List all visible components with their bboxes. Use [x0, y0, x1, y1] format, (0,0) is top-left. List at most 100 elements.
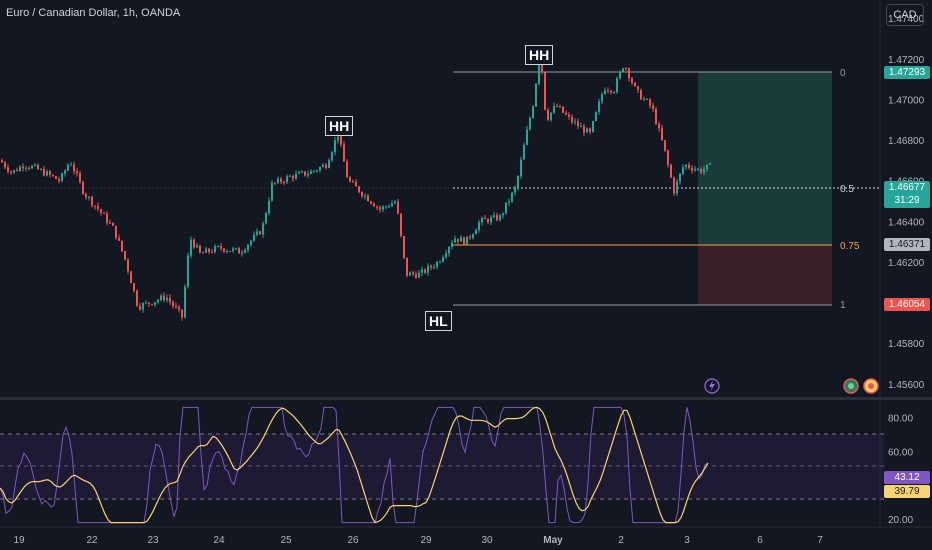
candle-body — [511, 192, 513, 202]
candle-body — [55, 176, 57, 180]
candle-body — [631, 78, 633, 83]
candle-body — [67, 164, 69, 171]
candle-body — [565, 112, 567, 115]
candle-body — [283, 181, 285, 183]
candle-body — [391, 203, 393, 207]
candle-body — [559, 106, 561, 108]
candle-body — [373, 203, 375, 207]
candle-body — [223, 248, 225, 252]
price-axis-tick: 1.45600 — [888, 380, 925, 391]
candle-body — [91, 196, 93, 206]
candle-body — [664, 140, 666, 151]
candlestick-series — [1, 56, 711, 321]
candle-body — [97, 205, 99, 210]
candle-body — [658, 123, 660, 129]
price-axis-tick: 1.46400 — [888, 217, 925, 228]
candle-body — [376, 206, 378, 208]
candle-body — [217, 246, 219, 248]
candle-body — [535, 83, 537, 107]
candle-body — [307, 174, 309, 176]
candle-body — [703, 169, 705, 173]
candle-body — [394, 201, 396, 204]
candle-body — [142, 303, 144, 310]
candle-body — [667, 150, 669, 165]
candle-body — [229, 250, 231, 252]
candle-body — [634, 82, 636, 87]
candle-body — [379, 207, 381, 210]
candle-body — [709, 163, 711, 165]
time-axis-tick: 23 — [147, 535, 159, 546]
candle-body — [175, 305, 177, 308]
candle-body — [271, 182, 273, 201]
candle-body — [439, 261, 441, 263]
candle-body — [157, 299, 159, 303]
annotation-hl[interactable]: HL — [425, 311, 452, 331]
candle-body — [334, 140, 336, 153]
candle-body — [214, 246, 216, 253]
candle-body — [502, 213, 504, 216]
candle-body — [127, 259, 129, 272]
candle-body — [172, 301, 174, 306]
candle-body — [361, 192, 363, 197]
candle-body — [652, 105, 654, 110]
candle-body — [397, 201, 399, 214]
candle-body — [619, 71, 621, 79]
candle-body — [22, 166, 24, 169]
candle-body — [649, 99, 651, 106]
annotation-hh-1[interactable]: HH — [325, 116, 354, 136]
candle-body — [130, 271, 132, 284]
candle-body — [592, 120, 594, 132]
candle-body — [220, 246, 222, 249]
candle-body — [190, 239, 192, 256]
candle-body — [349, 177, 351, 182]
earnings-icon[interactable] — [843, 378, 859, 394]
time-axis-tick: 25 — [280, 535, 292, 546]
candle-body — [121, 240, 123, 252]
candle-body — [682, 167, 684, 174]
candle-body — [562, 106, 564, 113]
candle-body — [481, 217, 483, 223]
candle-body — [25, 167, 27, 169]
candle-body — [325, 164, 327, 168]
rsi-axis[interactable]: 80.00 60.00 20.00 — [888, 414, 913, 527]
candle-body — [496, 215, 498, 221]
candle-body — [4, 162, 6, 168]
pane-separator[interactable] — [0, 397, 932, 400]
candle-body — [388, 206, 390, 208]
dividend-icon[interactable] — [863, 378, 879, 394]
candle-body — [640, 89, 642, 100]
price-axis-tick: 1.46200 — [888, 258, 925, 269]
loss-zone — [698, 245, 832, 305]
candle-body — [124, 251, 126, 260]
candle-body — [64, 170, 66, 174]
candle-body — [421, 269, 423, 273]
price-tag-current: 1.46677 31:29 — [884, 181, 930, 208]
candle-body — [100, 209, 102, 213]
currency-button[interactable]: CAD — [886, 4, 924, 26]
candle-body — [196, 245, 198, 248]
candle-body — [319, 166, 321, 171]
candle-body — [181, 309, 183, 318]
candle-body — [415, 274, 417, 278]
lightning-icon[interactable] — [704, 378, 720, 394]
candle-body — [151, 303, 153, 305]
candle-body — [316, 170, 318, 172]
candle-body — [94, 205, 96, 207]
time-axis[interactable]: 19 22 23 24 25 26 29 30 May 2 3 6 7 — [13, 535, 823, 546]
candle-body — [457, 238, 459, 242]
candle-body — [187, 255, 189, 287]
annotation-hh-2[interactable]: HH — [525, 45, 554, 65]
candle-body — [499, 215, 501, 221]
candle-body — [685, 164, 687, 168]
candle-body — [460, 237, 462, 242]
candle-body — [352, 181, 354, 183]
candle-body — [577, 121, 579, 127]
candle-body — [520, 159, 522, 177]
candle-body — [199, 245, 201, 253]
candle-body — [304, 171, 306, 176]
candle-body — [115, 225, 117, 238]
candle-body — [517, 176, 519, 188]
candle-body — [655, 109, 657, 124]
candle-body — [475, 230, 477, 235]
